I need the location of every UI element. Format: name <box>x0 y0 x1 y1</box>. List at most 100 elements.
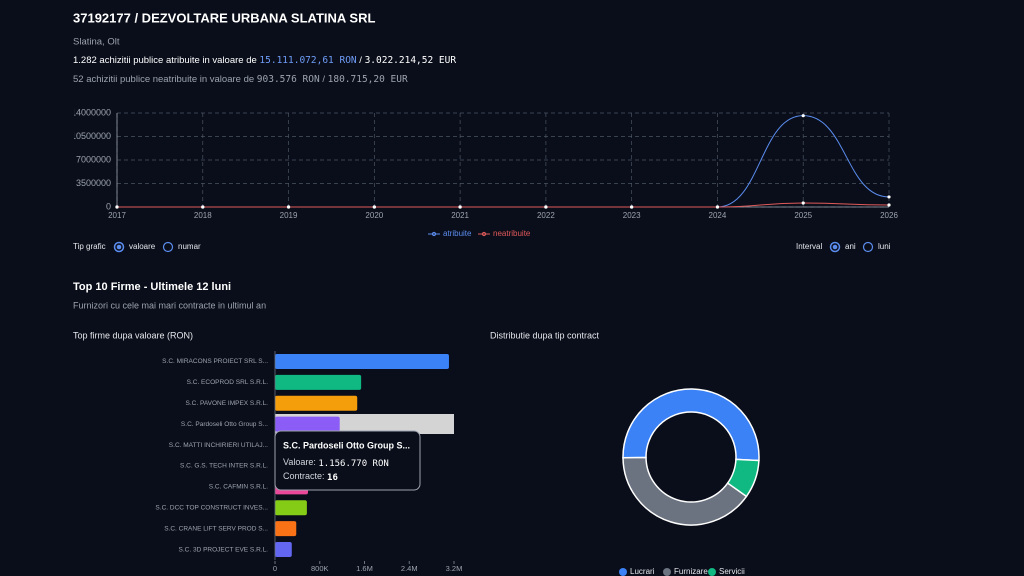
legend-dot <box>481 231 487 237</box>
y-tick-label: S.C. G.S. TECH INTER S.R.L. <box>180 463 268 470</box>
x-tick-label: 2.4M <box>401 564 418 573</box>
data-point <box>544 205 548 209</box>
x-tick-label: 3.2M <box>446 564 463 573</box>
x-tick-label: 2026 <box>880 211 898 220</box>
donut-chart-title: Distributie dupa tip contract <box>490 330 600 340</box>
y-tick-label: 0 <box>106 201 111 211</box>
bar <box>275 395 358 411</box>
donut-slice <box>726 458 760 498</box>
chart-type-label: Tip grafic <box>73 242 106 251</box>
y-tick-label: S.C. MIRACONS PROIECT SRL S... <box>162 358 268 365</box>
legend-dot <box>708 568 716 576</box>
interval-label: Interval <box>796 242 822 251</box>
tooltip-contracts: 16 <box>327 473 338 483</box>
bar <box>275 542 292 558</box>
x-tick-label: 2023 <box>623 211 641 220</box>
donut-slice <box>622 388 760 462</box>
page-title: 37192177 / DEZVOLTARE URBANA SLATINA SRL <box>73 10 375 25</box>
location: Slatina, Olt <box>73 37 120 48</box>
section-title: Top 10 Firme - Ultimele 12 luni <box>73 281 231 293</box>
y-tick-label: 10500000 <box>71 131 111 141</box>
separator: / <box>359 55 362 66</box>
legend-label: Servicii <box>719 567 745 576</box>
bar-chart-title: Top firme dupa valoare (RON) <box>73 330 193 340</box>
y-tick-label: S.C. PAVONE IMPEX S.R.L. <box>186 400 269 407</box>
y-tick-label: S.C. ECOPROD SRL S.R.L. <box>187 379 269 386</box>
tooltip-value: 1.156.770 RON <box>318 459 388 469</box>
tooltip-value-line: Valoare: 1.156.770 RON <box>283 457 389 468</box>
radio-label[interactable]: valoare <box>129 242 156 251</box>
tooltip-title: S.C. Pardoseli Otto Group S... <box>283 440 410 450</box>
data-point <box>630 205 634 209</box>
x-tick-label: 2017 <box>108 211 126 220</box>
x-tick-label: 2019 <box>280 211 298 220</box>
x-tick-label: 2018 <box>194 211 212 220</box>
y-tick-label: 14000000 <box>71 107 111 117</box>
data-point <box>286 205 291 209</box>
data-point <box>715 205 720 209</box>
data-point <box>201 205 205 209</box>
y-tick-label: S.C. 3D PROJECT EVE S.R.L. <box>179 546 269 553</box>
unawarded-ron: 903.576 RON <box>257 74 320 85</box>
unawarded-eur: 180.715,20 EUR <box>328 74 408 85</box>
section-subtitle: Furnizori cu cele mai mari contracte in … <box>73 300 266 310</box>
y-tick-label: 3500000 <box>76 178 111 188</box>
data-point <box>801 201 805 205</box>
legend-label: Furnizare <box>674 567 708 576</box>
x-tick-label: 1.6M <box>356 564 373 573</box>
awarded-eur: 3.022.214,52 EUR <box>365 55 457 66</box>
unawarded-text: 52 achizitii publice neatribuite in valo… <box>73 74 254 85</box>
legend-dot <box>431 231 437 237</box>
legend-dot <box>619 568 627 576</box>
bar <box>275 416 340 432</box>
radio-luni[interactable] <box>862 241 874 253</box>
tooltip-contracts-line: Contracte: 16 <box>283 471 338 482</box>
bar <box>275 374 362 390</box>
x-tick-label: 2024 <box>709 211 727 220</box>
bar <box>275 353 449 369</box>
y-labels: 0 3500000 7000000 10500000 14000000 <box>71 107 111 211</box>
separator: / <box>322 74 325 85</box>
radio-ani[interactable] <box>829 241 841 253</box>
radio-dot <box>116 244 122 250</box>
x-tick-label: 2020 <box>365 211 383 220</box>
radio-label[interactable]: luni <box>878 242 891 251</box>
y-tick-label: S.C. CRANE LIFT SERV PROD S... <box>164 525 268 532</box>
x-tick-label: 2022 <box>537 211 555 220</box>
x-tick-label: 800K <box>311 564 329 573</box>
tooltip-label: Valoare: <box>283 457 316 467</box>
data-point <box>887 203 891 207</box>
legend-dot <box>663 568 671 576</box>
data-point <box>372 205 376 209</box>
radio-label[interactable]: numar <box>178 242 201 251</box>
y-tick-label: S.C. MATTI INCHIRIERI UTILAJ... <box>169 442 268 449</box>
radio-valoare[interactable] <box>113 241 125 253</box>
data-point <box>887 195 891 199</box>
x-tick-label: 2021 <box>451 211 469 220</box>
unawarded-line: 52 achizitii publice neatribuite in valo… <box>73 74 408 85</box>
radio-dot <box>832 244 838 250</box>
tooltip: S.C. Pardoseli Otto Group S... Valoare: … <box>274 430 421 491</box>
radio-label[interactable]: ani <box>845 242 856 251</box>
tooltip-label: Contracte: <box>283 471 325 481</box>
legend-label: atribuite <box>443 229 472 238</box>
data-point <box>458 205 462 209</box>
charts: 0 3500000 7000000 10500000 14000000 2017 2018 2… <box>71 107 898 576</box>
legend-label: Lucrari <box>630 567 655 576</box>
x-tick-label: 0 <box>273 564 277 573</box>
awarded-text: 1.282 achizitii publice atribuite in val… <box>73 55 257 66</box>
data-point <box>115 205 119 209</box>
y-tick-label: S.C. Pardoseli Otto Group S... <box>181 421 268 428</box>
awarded-line: 1.282 achizitii publice atribuite in val… <box>73 55 456 66</box>
radio-numar[interactable] <box>162 241 174 253</box>
y-tick-label: S.C. DCC TOP CONSTRUCT INVES... <box>155 504 268 511</box>
y-tick-label: S.C. CAFMIN S.R.L. <box>209 484 268 491</box>
tooltip-box <box>274 430 421 491</box>
awarded-ron: 15.111.072,61 RON <box>259 55 357 66</box>
data-point <box>801 114 805 118</box>
series-line <box>116 202 890 208</box>
bar <box>275 500 307 516</box>
y-tick-label: 7000000 <box>76 154 111 164</box>
